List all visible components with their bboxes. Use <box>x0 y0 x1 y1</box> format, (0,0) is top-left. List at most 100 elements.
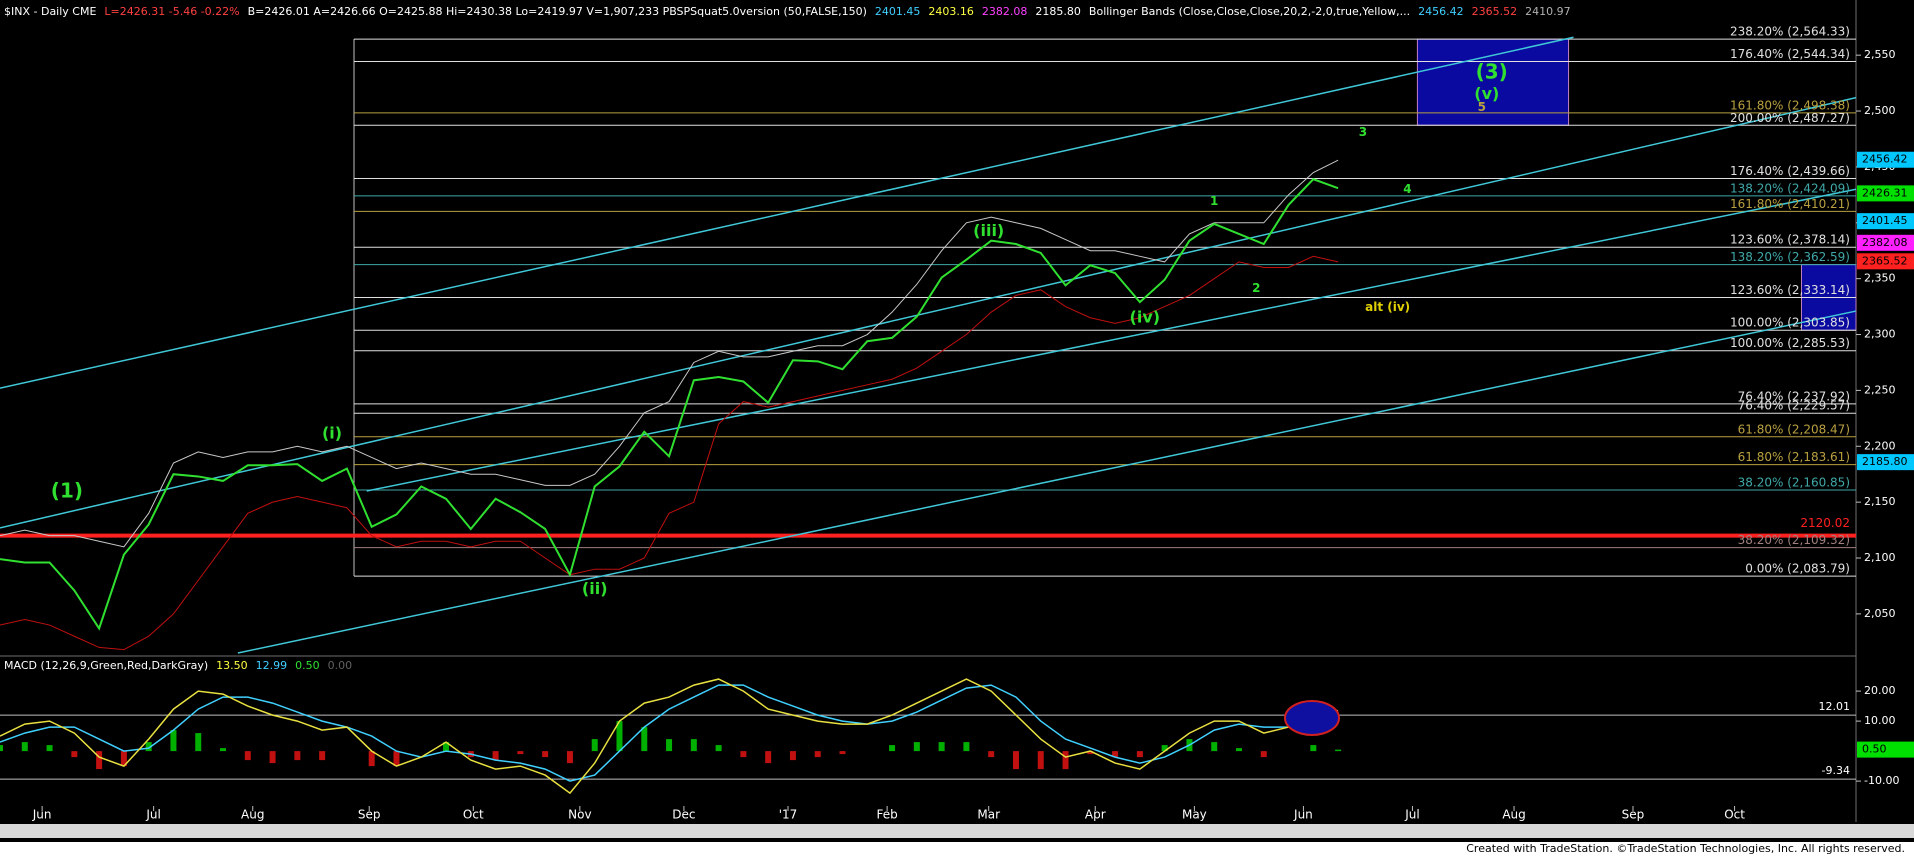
axis-marker-label: 2365.52 <box>1862 254 1908 267</box>
fib-label: 161.80% (2,498.38) <box>1730 98 1850 112</box>
axis-marker-label: 2382.08 <box>1862 236 1908 249</box>
fib-label: 176.40% (2,439.66) <box>1730 164 1850 178</box>
fib-label: 100.00% (2,303.85) <box>1730 316 1850 330</box>
histogram-bar <box>839 751 846 755</box>
fib-label: 100.00% (2,285.53) <box>1730 336 1850 350</box>
histogram-bar <box>1012 751 1019 770</box>
header-item: B=2426.01 A=2426.66 O=2425.88 Hi=2430.38… <box>248 5 867 18</box>
axis-marker-label: 0.50 <box>1862 743 1887 756</box>
fib-label: 200.00% (2,487.27) <box>1730 111 1850 125</box>
trendline <box>0 96 1857 529</box>
axis-marker <box>1857 185 1914 202</box>
y-tick-label: 2,050 <box>1864 607 1896 620</box>
histogram-bar <box>0 745 3 752</box>
fib-label: 0.00% (2,083.79) <box>1745 562 1850 576</box>
histogram-bar <box>517 751 524 755</box>
macd-level-label: 12.01 <box>1819 700 1851 713</box>
fib-label: 138.20% (2,362.59) <box>1730 250 1850 264</box>
wave-label: (i) <box>322 423 342 442</box>
x-tick-label: May <box>1182 808 1207 822</box>
x-tick-label: Mar <box>977 808 1000 822</box>
fib-label: 176.40% (2,544.34) <box>1730 47 1850 61</box>
fib-label: 238.20% (2,564.33) <box>1730 25 1850 39</box>
x-tick-label: Oct <box>1724 808 1745 822</box>
header-item: 2185.80 <box>1035 5 1081 18</box>
histogram-bar <box>542 751 549 758</box>
y-tick-label: 2,350 <box>1864 272 1896 285</box>
y-tick-label: 2,250 <box>1864 383 1896 396</box>
wave-label: 2 <box>1252 281 1260 295</box>
x-tick-label: Aug <box>241 808 264 822</box>
header-item: 2401.45 <box>875 5 921 18</box>
x-tick-label: Dec <box>672 808 695 822</box>
series-line <box>0 255 1339 651</box>
x-tick-label: Jul <box>1404 808 1419 822</box>
histogram-bar <box>1161 745 1168 752</box>
header-item: 12.99 <box>256 659 288 672</box>
histogram-bar <box>1335 749 1342 752</box>
y-tick-label: 2,100 <box>1864 551 1896 564</box>
histogram-bar <box>715 745 722 752</box>
histogram-bar <box>1136 751 1143 758</box>
wave-label: 4 <box>1403 182 1411 196</box>
y-tick-label: 10.00 <box>1864 714 1896 727</box>
fib-label: 76.40% (2,229.57) <box>1738 399 1850 413</box>
header-item: 2382.08 <box>982 5 1028 18</box>
histogram-bar <box>1310 745 1317 752</box>
y-tick-label: 2,550 <box>1864 48 1896 61</box>
histogram-bar <box>889 745 896 752</box>
highlight-oval <box>1284 700 1340 736</box>
header-item: L=2426.31 -5.46 -0.22% <box>104 5 239 18</box>
header-item: MACD (12,26,9,Green,Red,DarkGray) <box>4 659 208 672</box>
y-tick-label: 2,500 <box>1864 104 1896 117</box>
trendline <box>366 188 1857 492</box>
wave-label: alt (iv) <box>1365 300 1410 314</box>
header-item: 2365.52 <box>1472 5 1518 18</box>
header-item: 2456.42 <box>1418 5 1464 18</box>
histogram-bar <box>789 751 796 761</box>
histogram-bar <box>938 742 945 752</box>
histogram-bar <box>690 739 697 752</box>
histogram-bar <box>269 751 276 764</box>
fib-label: 123.60% (2,378.14) <box>1730 233 1850 247</box>
wave-label: (v) <box>1474 84 1499 103</box>
x-tick-label: '17 <box>779 808 798 822</box>
axis-marker <box>1857 213 1914 230</box>
scrollbar[interactable] <box>0 824 1914 838</box>
fib-label: 38.20% (2,160.85) <box>1738 476 1850 490</box>
histogram-bar <box>616 721 623 752</box>
header-item: Bollinger Bands (Close,Close,Close,20,2,… <box>1089 5 1410 18</box>
histogram-bar <box>591 739 598 752</box>
series-line <box>0 159 1339 548</box>
x-tick-label: Jul <box>145 808 160 822</box>
histogram-bar <box>393 751 400 767</box>
axis-marker <box>1857 454 1914 471</box>
histogram-bar <box>1260 751 1267 758</box>
trendline <box>0 36 1574 389</box>
wave-label: 1 <box>1210 194 1218 208</box>
y-tick-label: -10.00 <box>1864 774 1899 787</box>
wave-label: (3) <box>1476 60 1508 84</box>
fib-label: 38.20% (2,109.32) <box>1738 533 1850 547</box>
histogram-bar <box>96 751 103 770</box>
histogram-bar <box>294 751 301 761</box>
fib-label: 61.80% (2,183.61) <box>1738 450 1850 464</box>
wave-label: (1) <box>51 479 83 503</box>
histogram-bar <box>368 751 375 767</box>
histogram-bar <box>1037 751 1044 770</box>
wave-label: 5 <box>1478 100 1486 114</box>
header-item: 0.50 <box>295 659 320 672</box>
wave-label: (iii) <box>973 221 1004 240</box>
y-tick-label: 2,150 <box>1864 495 1896 508</box>
histogram-bar <box>1112 751 1119 758</box>
x-tick-label: Apr <box>1085 808 1106 822</box>
histogram-bar <box>145 742 152 752</box>
support-label: 2120.02 <box>1800 516 1850 530</box>
histogram-bar <box>913 742 920 752</box>
histogram-bar <box>443 742 450 752</box>
wave-label: (iv) <box>1130 307 1161 326</box>
histogram-bar <box>1087 751 1094 755</box>
target-box <box>1416 38 1570 126</box>
axis-marker-label: 2401.45 <box>1862 214 1908 227</box>
